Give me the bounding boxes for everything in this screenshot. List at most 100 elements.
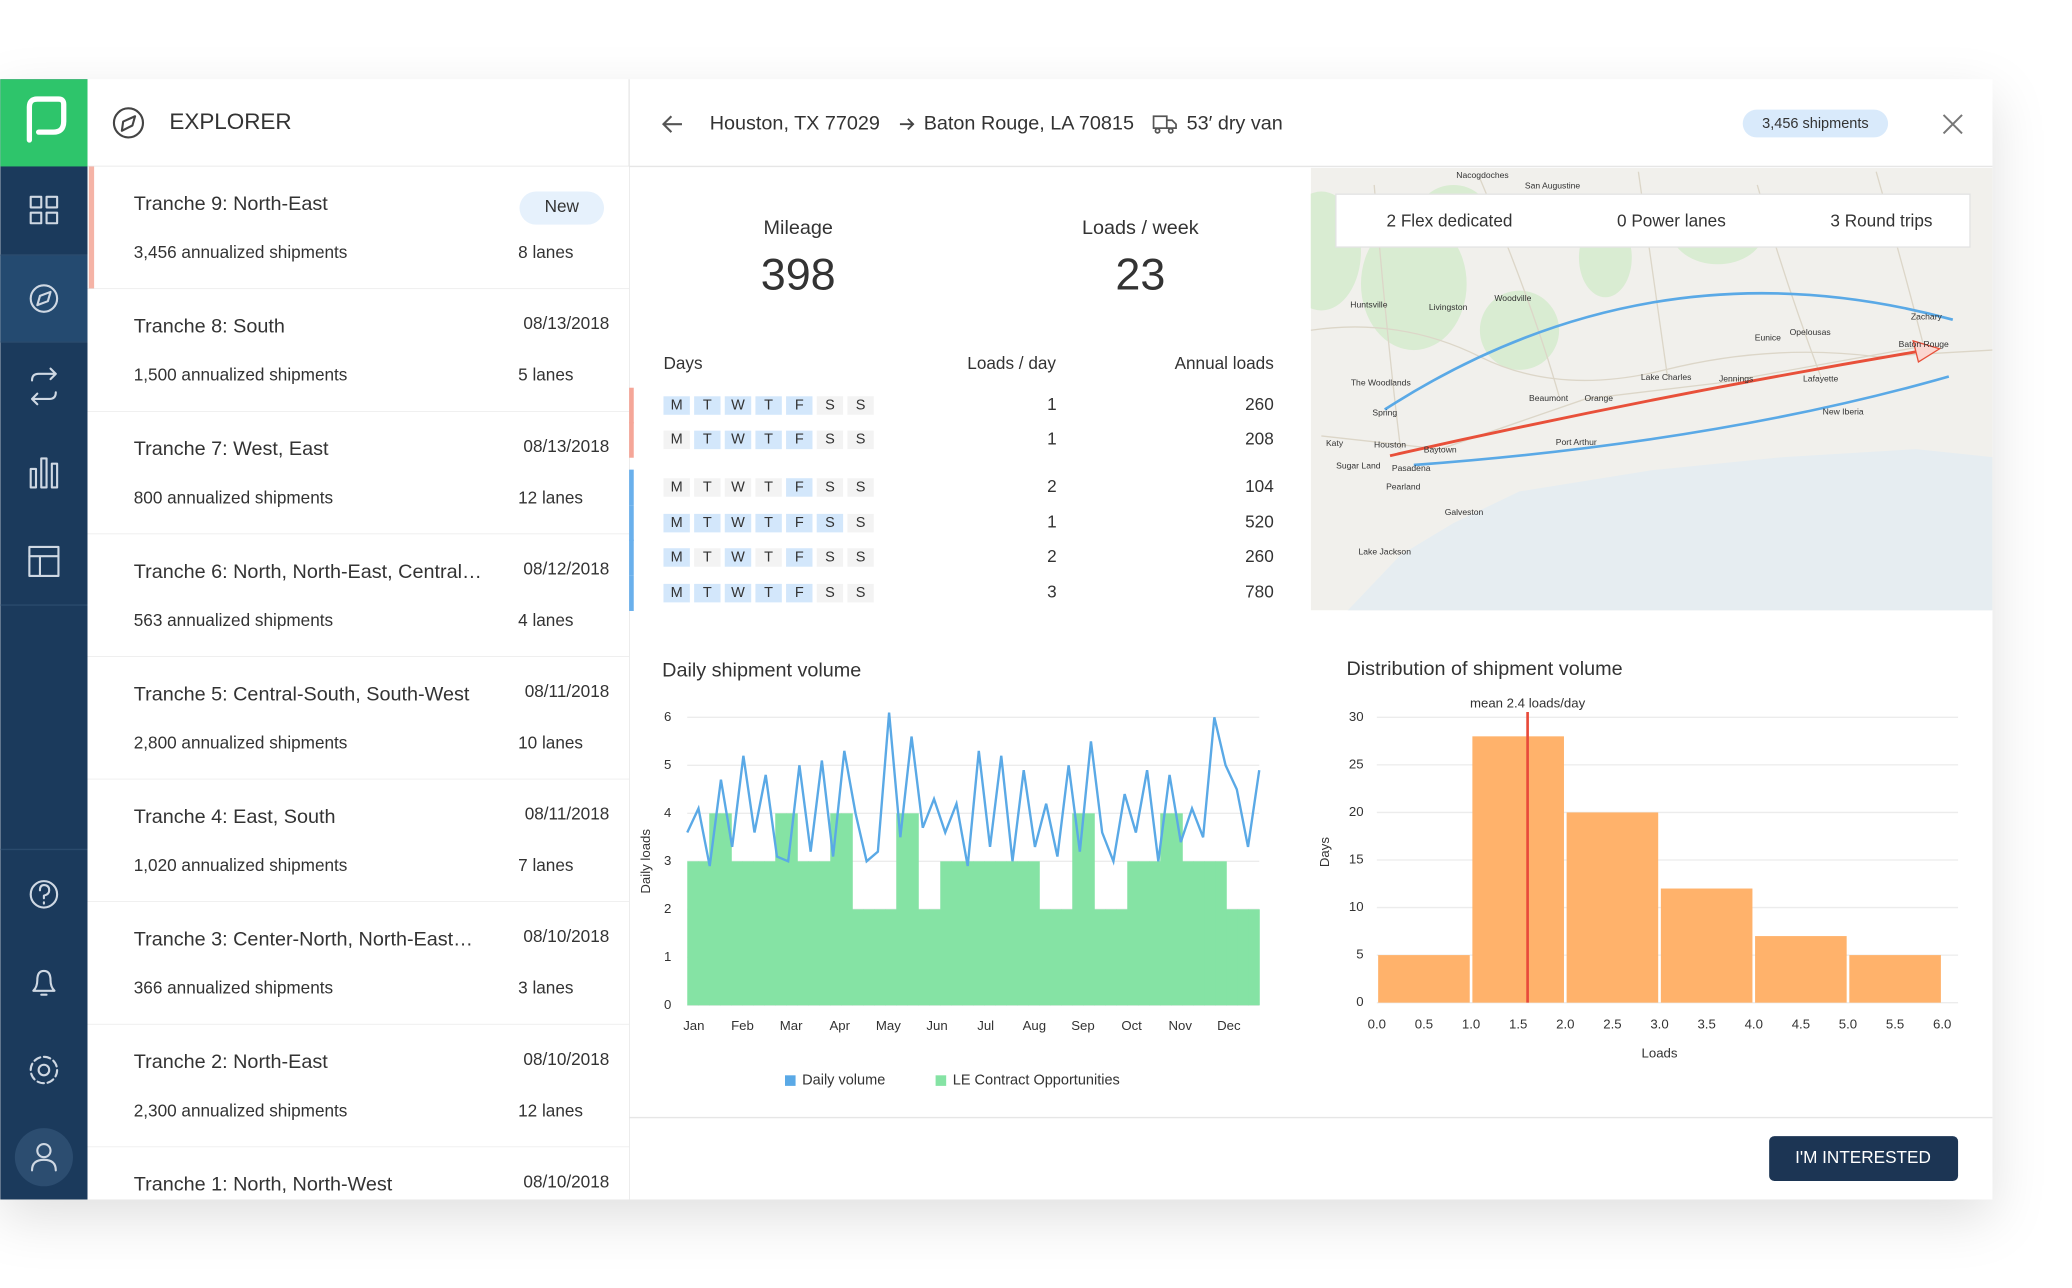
nav-trips[interactable] xyxy=(30,367,57,406)
day-cell xyxy=(816,548,844,567)
day-cell xyxy=(694,548,721,567)
nav-settings[interactable] xyxy=(29,1055,59,1085)
step-area xyxy=(1039,909,1051,1006)
lane-equipment: 53′ dry van xyxy=(1187,112,1283,134)
nav-explorer[interactable] xyxy=(29,284,59,313)
step-area xyxy=(841,813,853,1006)
step-area xyxy=(1193,861,1205,1006)
step-area xyxy=(698,861,710,1006)
day-letter: T xyxy=(764,397,773,413)
y-tick-label: 6 xyxy=(664,709,671,724)
schedule-header: Annual loads xyxy=(1175,353,1274,373)
route-arrow xyxy=(1912,339,1942,364)
day-letter: W xyxy=(731,479,745,495)
day-cell xyxy=(755,548,782,567)
tranche-name: Tranche 7: West, East xyxy=(134,438,329,460)
day-cell xyxy=(847,548,874,567)
map-city-label: Jennings xyxy=(1719,373,1753,383)
legend-swatch xyxy=(935,1075,947,1086)
nav-dashboard[interactable] xyxy=(29,195,59,225)
day-cell xyxy=(694,478,721,497)
group-marker xyxy=(629,422,634,458)
map-tab[interactable]: 2 Flex dedicated xyxy=(1387,210,1513,230)
day-letter: T xyxy=(764,515,773,531)
day-cell-active xyxy=(694,583,721,603)
tranche-shipments: 800 annualized shipments xyxy=(134,487,333,507)
tranche-item[interactable] xyxy=(87,1024,630,1148)
tranche-lanes: 3 lanes xyxy=(518,978,573,998)
day-letter: S xyxy=(856,397,866,413)
day-cell xyxy=(816,396,844,415)
day-letter: F xyxy=(795,549,804,565)
tranche-item[interactable] xyxy=(87,289,630,412)
nav-layout[interactable] xyxy=(28,545,60,578)
new-badge xyxy=(519,191,605,225)
nav-help[interactable] xyxy=(29,880,59,909)
annual-loads: 208 xyxy=(1245,428,1274,448)
tranche-item[interactable] xyxy=(87,166,630,290)
explorer-title: EXPLORER xyxy=(169,109,291,134)
map-city-label: Eunice xyxy=(1755,332,1781,342)
tranche-item[interactable] xyxy=(87,534,630,657)
step-area xyxy=(687,861,699,1006)
map-city-label: Pearland xyxy=(1386,482,1421,492)
interested-button[interactable] xyxy=(1769,1136,1959,1181)
tranche-item[interactable] xyxy=(87,656,630,780)
logo-tile[interactable] xyxy=(0,79,88,167)
stat-label: Mileage xyxy=(764,217,833,239)
day-letter: F xyxy=(795,432,804,448)
tranche-item[interactable] xyxy=(87,1147,630,1270)
y-tick-label: 5 xyxy=(664,757,671,772)
map-tab[interactable]: 3 Round trips xyxy=(1830,210,1932,230)
nav-icons xyxy=(28,195,60,1085)
legend-swatch xyxy=(785,1075,796,1086)
tranche-item[interactable] xyxy=(87,411,630,535)
y-tick-label: 0 xyxy=(1356,994,1363,1009)
map-park xyxy=(1479,290,1560,370)
step-area xyxy=(830,813,842,1006)
day-cell xyxy=(847,396,874,415)
y-tick-label: 15 xyxy=(1349,851,1364,866)
loads-per-day: 1 xyxy=(1047,394,1057,414)
route-round-trip xyxy=(1384,291,1954,411)
day-letter: F xyxy=(795,585,804,601)
tranche-date: 08/13/2018 xyxy=(523,313,609,333)
x-tick-label: Oct xyxy=(1121,1018,1142,1033)
map-city-label: Katy xyxy=(1326,438,1344,448)
tranche-item[interactable] xyxy=(87,901,630,1025)
map-city-label: Baytown xyxy=(1424,445,1457,455)
day-cell xyxy=(847,583,874,603)
step-area xyxy=(1160,813,1172,1006)
tranche-item[interactable] xyxy=(87,779,630,902)
x-tick-label: Aug xyxy=(1023,1018,1046,1033)
histogram-bar xyxy=(1472,736,1564,1003)
step-area xyxy=(995,861,1007,1006)
step-area xyxy=(764,861,776,1006)
day-cell xyxy=(847,430,874,450)
day-letter: F xyxy=(795,515,804,531)
map-tab[interactable]: 0 Power lanes xyxy=(1617,210,1726,230)
step-area xyxy=(1204,861,1216,1006)
tranche-date: 08/11/2018 xyxy=(525,681,610,701)
map-city-label: San Augustine xyxy=(1525,181,1581,191)
x-tick-label: 1.5 xyxy=(1509,1017,1527,1032)
y-tick-label: 3 xyxy=(664,853,671,868)
day-cell xyxy=(663,430,690,450)
back-button[interactable] xyxy=(661,115,682,133)
close-button[interactable] xyxy=(1942,114,1963,135)
day-letter: W xyxy=(731,585,745,601)
tranche-date: 08/10/2018 xyxy=(523,926,609,946)
tranche-lanes: 8 lanes xyxy=(518,242,573,262)
step-area xyxy=(1105,909,1117,1006)
nav-notifications[interactable] xyxy=(32,969,56,996)
tranche-shipments: 1,500 annualized shipments xyxy=(134,365,348,385)
step-area xyxy=(1094,909,1106,1006)
nav-analytics[interactable] xyxy=(29,457,59,489)
interested-button-label[interactable]: I'M INTERESTED xyxy=(1795,1147,1931,1167)
route-round-trip xyxy=(1413,375,1950,467)
step-area xyxy=(808,861,820,1006)
group-marker xyxy=(629,505,634,541)
map-city-label: Port Arthur xyxy=(1556,437,1597,447)
histogram-bar xyxy=(1755,936,1847,1003)
nav-active-bg xyxy=(0,254,88,343)
